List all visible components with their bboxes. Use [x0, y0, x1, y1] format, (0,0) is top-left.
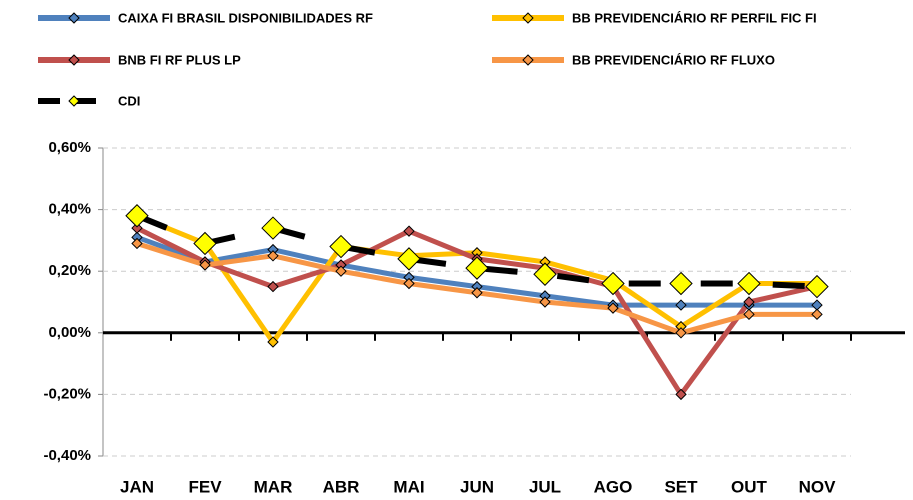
marker [539, 296, 551, 308]
x-tick-label: ABR [323, 477, 360, 496]
marker [675, 327, 687, 339]
marker [811, 299, 823, 311]
x-tick-label: SET [664, 477, 698, 496]
y-tick-label: 0,20% [48, 262, 91, 279]
y-tick-label: -0,20% [43, 385, 91, 402]
y-tick-label: 0,60% [48, 139, 91, 156]
marker [335, 265, 347, 277]
marker [267, 336, 279, 348]
x-tick-label: MAR [254, 477, 293, 496]
marker [675, 388, 687, 401]
y-tick-label: -0,40% [43, 447, 91, 464]
legend-marker [522, 54, 534, 66]
marker [131, 237, 143, 250]
marker [737, 271, 761, 296]
marker [403, 277, 415, 290]
x-tick-label: MAI [393, 477, 424, 496]
x-tick-label: OUT [731, 477, 768, 496]
legend-label: CDI [118, 93, 140, 108]
legend-marker [68, 12, 80, 24]
marker [533, 262, 557, 286]
marker [743, 308, 755, 321]
marker [607, 302, 619, 314]
legend-marker [68, 95, 80, 107]
x-tick-label: NOV [799, 477, 837, 496]
marker [261, 216, 285, 240]
legend-label: BB PREVIDENCIÁRIO RF FLUXO [572, 52, 775, 67]
marker [403, 225, 415, 237]
x-tick-label: FEV [188, 477, 222, 496]
x-tick-label: JUL [529, 477, 561, 496]
legend-label: BNB FI RF PLUS LP [118, 52, 241, 67]
x-tick-label: JUN [460, 477, 494, 496]
marker [465, 256, 489, 280]
marker [125, 204, 149, 228]
marker [199, 259, 211, 271]
marker [805, 274, 829, 299]
marker [131, 222, 143, 234]
series-line [135, 212, 818, 290]
marker [601, 271, 625, 296]
marker [329, 234, 353, 259]
marker [267, 250, 279, 262]
marker [811, 308, 823, 321]
marker [267, 280, 279, 293]
legend-label: BB PREVIDENCIÁRIO RF PERFIL FIC FI [572, 10, 817, 25]
marker [193, 231, 217, 256]
y-tick-label: 0,00% [48, 324, 91, 341]
y-tick-label: 0,40% [48, 201, 91, 218]
marker [397, 247, 421, 271]
marker [743, 296, 755, 308]
legend-marker [522, 12, 534, 24]
x-tick-label: JAN [120, 477, 154, 496]
marker [675, 299, 687, 311]
marker [471, 287, 483, 299]
legend-label: CAIXA FI BRASIL DISPONIBILIDADES RF [118, 10, 373, 25]
legend-marker [68, 54, 80, 66]
marker [669, 271, 693, 296]
x-tick-label: AGO [594, 477, 633, 496]
